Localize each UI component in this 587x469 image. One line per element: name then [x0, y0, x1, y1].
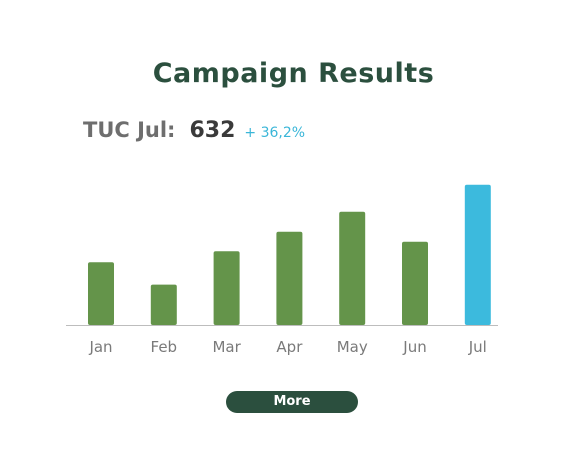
- bar-jan: [88, 262, 114, 325]
- x-tick-label-jan: Jan: [88, 338, 112, 356]
- x-tick-label-may: May: [337, 338, 368, 356]
- bar-may: [339, 211, 366, 325]
- x-tick-label-jun: Jun: [402, 338, 426, 356]
- bar-jun: [402, 241, 428, 325]
- x-tick-label-jul: Jul: [468, 338, 487, 356]
- x-tick-label-mar: Mar: [212, 338, 241, 356]
- bar-jul: [464, 184, 491, 325]
- kpi-value: 632: [189, 118, 236, 143]
- bar-feb: [150, 284, 177, 325]
- chart-title: Campaign Results: [152, 58, 435, 89]
- more-button[interactable]: More: [226, 391, 358, 413]
- x-tick-label-apr: Apr: [276, 338, 303, 356]
- kpi-label: TUC Jul:: [83, 118, 176, 142]
- kpi-summary: TUC Jul: 632 + 36,2%: [83, 118, 305, 150]
- bar-apr: [276, 231, 303, 325]
- kpi-change: + 36,2%: [244, 125, 306, 141]
- bar-mar: [213, 251, 240, 325]
- x-tick-label-feb: Feb: [151, 338, 178, 356]
